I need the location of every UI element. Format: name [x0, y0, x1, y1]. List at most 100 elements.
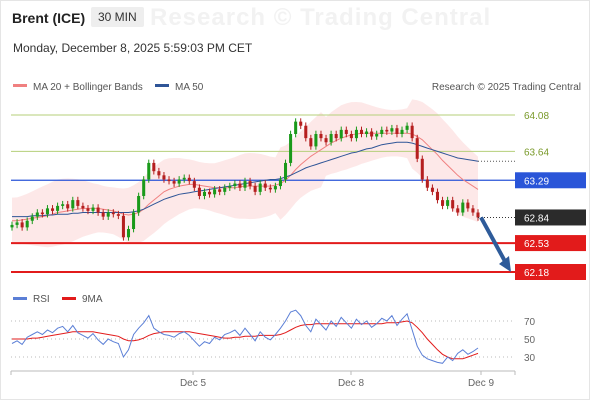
candle-body	[157, 171, 161, 176]
candle-body	[61, 204, 65, 206]
candle-body	[365, 131, 369, 135]
candle-body	[126, 229, 131, 238]
last-price-tag	[515, 209, 586, 226]
candle-body	[289, 134, 293, 163]
candle-body	[15, 222, 19, 225]
level-tag-63.29	[515, 172, 586, 189]
candle-body	[324, 138, 328, 143]
candle-body	[309, 138, 313, 147]
candle-body	[30, 216, 34, 221]
candle-body	[278, 179, 282, 187]
ma20-legend-swatch	[13, 84, 27, 87]
rsi-tick-70: 70	[524, 317, 536, 328]
candle-body	[466, 202, 470, 209]
rsi-tick-30: 30	[524, 353, 536, 364]
candle-body	[299, 121, 303, 126]
candle-body	[334, 134, 338, 139]
ma50-legend-label: MA 50	[175, 82, 204, 93]
candle-body	[238, 183, 242, 188]
candle-body	[81, 205, 85, 209]
rsi-tick-50: 50	[524, 335, 536, 346]
candle-body	[405, 125, 409, 130]
candle-body	[456, 208, 460, 213]
level-label-62.53: 62.53	[524, 239, 549, 250]
candle-body	[208, 191, 212, 195]
candle-body	[152, 162, 156, 172]
candle-body	[76, 200, 80, 206]
candle-body	[258, 183, 262, 192]
candle-body	[71, 200, 75, 209]
candle-body	[395, 128, 399, 135]
forecast-arrow-head	[499, 256, 511, 272]
candle-body	[147, 162, 151, 180]
candle-body	[263, 183, 267, 188]
candle-body	[182, 177, 186, 180]
candle-body	[228, 186, 232, 188]
candle-body	[121, 215, 125, 238]
candle-body	[415, 138, 419, 159]
level-label-64.08: 64.08	[524, 111, 549, 122]
candle-body	[390, 128, 394, 132]
ma20-legend-label: MA 20 + Bollinger Bands	[33, 82, 143, 93]
candle-body	[132, 212, 136, 230]
candle-body	[91, 207, 95, 211]
price-panel: 64.08 63.64 63.29 62.53 62.18 62.84	[10, 99, 586, 280]
candle-body	[142, 179, 146, 196]
candle-body	[370, 131, 374, 137]
candle-body	[354, 129, 358, 139]
ma50-legend-swatch	[155, 84, 169, 87]
level-label-62.18: 62.18	[524, 268, 549, 279]
candle-body	[116, 214, 120, 216]
copyright-label: Research © 2025 Trading Central	[432, 82, 581, 93]
candle-body	[66, 204, 70, 209]
candle-body	[304, 125, 308, 139]
candle-body	[476, 212, 480, 218]
candle-body	[192, 181, 196, 188]
rsi-ma-legend-label: 9MA	[82, 294, 103, 305]
candle-body	[461, 202, 465, 213]
candle-body	[187, 177, 191, 182]
candle-body	[177, 179, 181, 184]
rsi-legend-label: RSI	[33, 294, 50, 305]
candle-body	[294, 121, 298, 135]
candle-body	[349, 134, 353, 139]
candle-body	[385, 129, 389, 132]
candle-body	[167, 179, 171, 182]
candle-body	[273, 186, 277, 190]
candle-body	[233, 183, 237, 187]
candle-body	[248, 181, 252, 187]
x-tick-label: Dec 5	[180, 378, 207, 389]
candle-body	[319, 134, 323, 139]
bollinger-band	[12, 99, 478, 248]
candle-body	[56, 205, 60, 211]
rsi-ma-legend-swatch	[62, 297, 76, 300]
candle-body	[446, 200, 450, 206]
candle-body	[425, 179, 429, 188]
watermark: Research © Trading Central	[150, 4, 492, 31]
candle-body	[314, 134, 318, 147]
rsi-line	[11, 309, 479, 364]
candle-body	[400, 129, 404, 135]
candle-body	[101, 212, 105, 217]
candle-body	[86, 208, 90, 211]
candle-body	[451, 200, 455, 209]
candle-body	[420, 158, 424, 180]
candle-body	[10, 224, 14, 228]
candle-body	[202, 191, 206, 196]
candle-body	[40, 212, 44, 215]
candle-body	[137, 195, 141, 213]
candle-body	[45, 208, 49, 215]
candle-body	[329, 134, 333, 143]
candle-body	[339, 129, 343, 139]
rsi-ma-line	[12, 320, 479, 360]
interval-badge[interactable]: 30 MIN	[91, 7, 144, 27]
candle-body	[253, 186, 257, 192]
candle-body	[197, 187, 201, 196]
candle-body	[410, 125, 414, 139]
rsi-legend-swatch	[13, 297, 27, 300]
timestamp: Monday, December 8, 2025 5:59:03 PM CET	[13, 41, 253, 55]
candle-body	[218, 189, 222, 192]
x-tick-label: Dec 8	[338, 378, 365, 389]
rsi-panel: 70 50 30	[11, 309, 536, 364]
